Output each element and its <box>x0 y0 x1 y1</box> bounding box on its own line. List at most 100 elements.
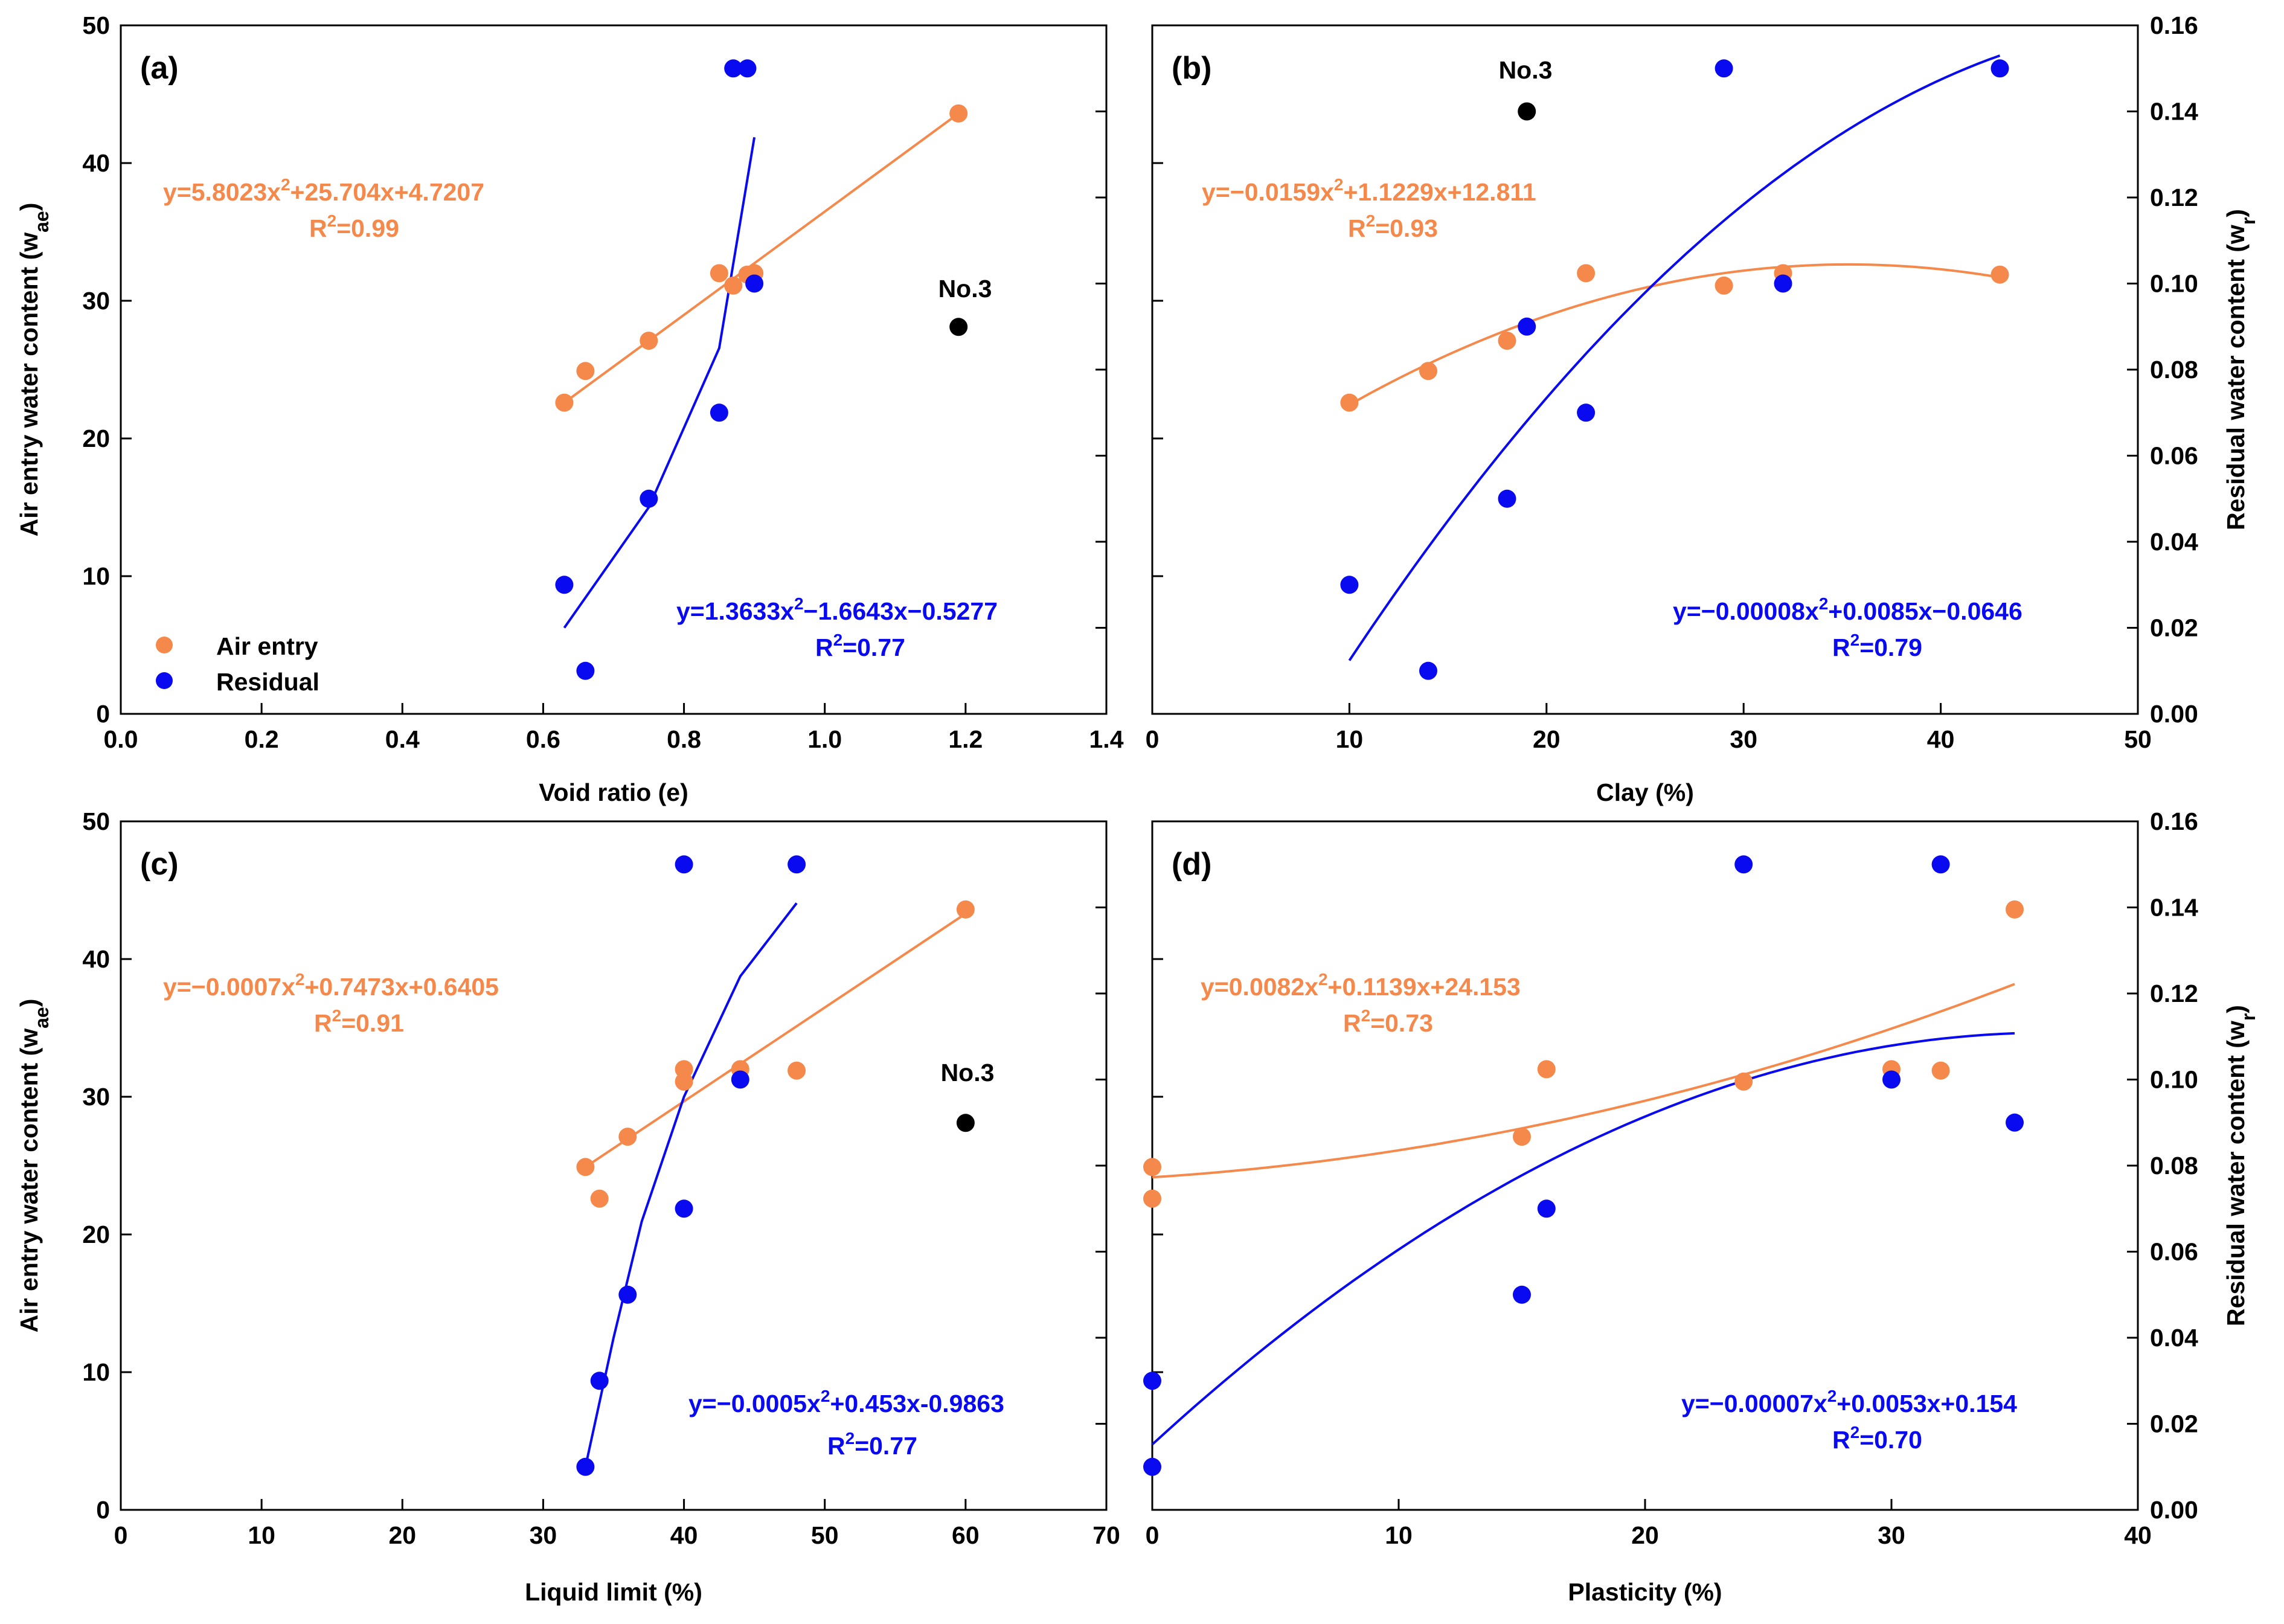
r2-residual-sup: 2 <box>845 1429 855 1448</box>
outlier-label: No.3 <box>1499 56 1553 84</box>
x-tick-label: 70 <box>1092 1521 1120 1549</box>
r2-air-entry-val: =0.93 <box>1375 214 1438 242</box>
data-point-residual <box>738 59 757 78</box>
r2-air-entry-sup: 2 <box>332 1006 342 1025</box>
data-point-residual <box>1340 576 1359 594</box>
data-point-residual <box>555 576 574 594</box>
eq-air-entry: y=0.0082x2+0.1139x+24.153 <box>1201 970 1521 1001</box>
data-point-air-entry <box>1143 1189 1161 1208</box>
data-point-air-entry <box>1143 1158 1161 1176</box>
data-point-residual <box>788 855 806 874</box>
r2-air-entry-sup: 2 <box>327 211 337 230</box>
y-tick-label: 0 <box>96 1496 110 1524</box>
x-tick-label: 50 <box>2124 725 2152 753</box>
x-tick-label: 60 <box>952 1521 980 1549</box>
y-axis-label-close: ) <box>15 203 43 211</box>
eq-air-entry-sup: 2 <box>1318 970 1328 989</box>
r2-residual-sup: 2 <box>1850 631 1860 649</box>
right-y-tick-label: 0.16 <box>2150 11 2198 39</box>
right-y-axis-label: Residual water content (wr) <box>2222 1005 2259 1326</box>
eq-air-entry-pre: y=0.0082x <box>1201 973 1318 1001</box>
data-point-residual <box>745 274 764 293</box>
r2-air-entry: R2=0.91 <box>314 1006 404 1037</box>
x-tick-label: 0 <box>114 1521 128 1549</box>
y-tick-label: 10 <box>82 562 110 590</box>
data-point-residual <box>576 1457 595 1476</box>
data-point-air-entry <box>618 1128 637 1146</box>
data-point-residual <box>590 1372 609 1390</box>
eq-air-entry-sup: 2 <box>1334 175 1344 194</box>
point-layer <box>1340 59 2009 680</box>
data-point-residual <box>640 489 658 508</box>
r2-residual-val: =0.77 <box>842 634 905 661</box>
r2-air-entry: R2=0.99 <box>309 211 399 242</box>
y-tick-label: 50 <box>82 807 110 835</box>
x-tick-label: 30 <box>1730 725 1757 753</box>
eq-air-entry-post: +25.704x+4.7207 <box>290 178 485 206</box>
data-point-residual <box>724 59 743 78</box>
right-y-tick-label: 0.12 <box>2150 184 2198 211</box>
data-point-residual <box>710 403 728 422</box>
r2-residual-r: R <box>1832 1426 1850 1454</box>
fit-layer <box>563 112 960 629</box>
outlier-label: No.3 <box>941 1059 995 1086</box>
data-point-residual <box>618 1285 637 1304</box>
point-layer <box>555 59 968 680</box>
right-y-tick-label: 0.12 <box>2150 980 2198 1007</box>
eq-residual: y=−0.00007x2+0.0053x+0.154 <box>1681 1387 2017 1417</box>
x-tick-label: 20 <box>1533 725 1561 753</box>
panel-label: (a) <box>140 51 179 86</box>
tick-group: 0 10 20 30 40 500.00 0.02 0.04 0.06 0.08 0.10 0.12 0… <box>1146 11 2198 753</box>
data-point-air-entry <box>2006 900 2024 919</box>
fit-layer <box>584 902 967 1468</box>
tick-group: 0 10 20 30 400.00 0.02 0.04 0.06 0.08 0.10 0.12 0.1… <box>1146 807 2198 1549</box>
x-tick-label: 1.2 <box>948 725 983 753</box>
y-tick-label: 40 <box>82 945 110 973</box>
point-layer <box>576 855 975 1476</box>
y-tick-label: 50 <box>82 11 110 39</box>
y-axis-label: Air entry water content (wae) <box>15 999 53 1333</box>
right-y-tick-label: 0.14 <box>2150 98 2198 126</box>
data-point-residual <box>1774 274 1792 293</box>
right-y-axis-label-main: Residual water content (w <box>2222 225 2250 530</box>
x-axis-label: Void ratio (e) <box>539 778 688 806</box>
r2-residual-val: =0.77 <box>855 1432 917 1460</box>
data-point-residual <box>675 855 693 874</box>
data-point-residual <box>1498 489 1516 508</box>
legend: Air entry Residual <box>156 632 319 696</box>
tick-group: 0 10 20 30 40 50 60 70 0 10 20 30 40 50 <box>82 807 1120 1549</box>
fit-curve-residual <box>1348 54 2001 661</box>
r2-residual-r: R <box>815 634 833 661</box>
eq-air-entry-pre: y=5.8023x <box>163 178 281 206</box>
x-axis-label: Clay (%) <box>1596 778 1694 806</box>
fit-curve-air-entry <box>1349 263 2000 406</box>
legend-air-entry-label: Air entry <box>216 632 318 660</box>
eq-residual-post: +0.0085x−0.0646 <box>1828 597 2023 625</box>
data-point-residual <box>1990 59 2009 78</box>
right-y-tick-label: 0.06 <box>2150 1238 2198 1266</box>
eq-residual: y=1.3633x2−1.6643x−0.5277 <box>676 594 998 625</box>
fit-layer <box>1151 983 2015 1446</box>
panel-label: (b) <box>1172 51 1211 86</box>
fit-layer <box>1348 54 2001 661</box>
r2-residual: R2=0.77 <box>827 1429 917 1460</box>
outlier-label: No.3 <box>938 275 992 303</box>
r2-residual-val: =0.70 <box>1859 1426 1922 1454</box>
y-axis-label-sub: ae <box>31 211 53 233</box>
y-tick-label: 30 <box>82 1083 110 1111</box>
eq-air-entry: y=5.8023x2+25.704x+4.7207 <box>163 175 484 206</box>
legend-residual-label: Residual <box>216 668 319 696</box>
fit-curve-air-entry <box>585 913 967 1168</box>
y-axis-label-sub: ae <box>31 1007 53 1029</box>
right-y-axis-label-close: ) <box>2222 209 2250 217</box>
eq-residual: y=−0.00008x2+0.0085x−0.0646 <box>1673 594 2023 625</box>
data-point-residual <box>1513 1285 1531 1304</box>
r2-residual: R2=0.70 <box>1832 1423 1922 1454</box>
x-tick-label: 40 <box>2124 1521 2152 1549</box>
eq-air-entry-sup: 2 <box>295 970 305 989</box>
data-point-air-entry <box>675 1060 693 1079</box>
data-point-residual <box>1518 317 1536 336</box>
r2-residual-val: =0.79 <box>1859 634 1922 661</box>
data-point-air-entry <box>576 362 595 380</box>
data-point-air-entry <box>576 1158 595 1176</box>
